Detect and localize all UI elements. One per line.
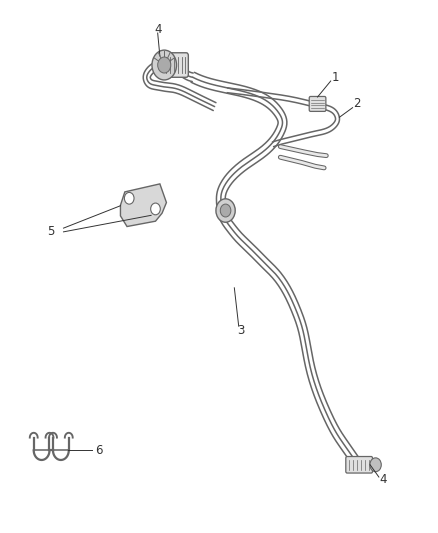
Circle shape [124, 192, 134, 204]
Text: 4: 4 [379, 473, 387, 486]
Text: 3: 3 [237, 324, 244, 337]
Text: 2: 2 [353, 98, 361, 110]
Circle shape [370, 458, 381, 472]
Circle shape [220, 204, 231, 217]
Circle shape [152, 50, 177, 80]
FancyBboxPatch shape [160, 53, 188, 77]
Circle shape [158, 57, 171, 73]
Circle shape [216, 199, 235, 222]
FancyBboxPatch shape [309, 96, 326, 111]
Text: 4: 4 [154, 23, 162, 36]
Text: 5: 5 [47, 225, 54, 238]
Text: 6: 6 [95, 444, 102, 457]
Circle shape [151, 203, 160, 215]
Polygon shape [120, 184, 166, 227]
FancyBboxPatch shape [346, 456, 372, 473]
Text: 1: 1 [331, 71, 339, 84]
